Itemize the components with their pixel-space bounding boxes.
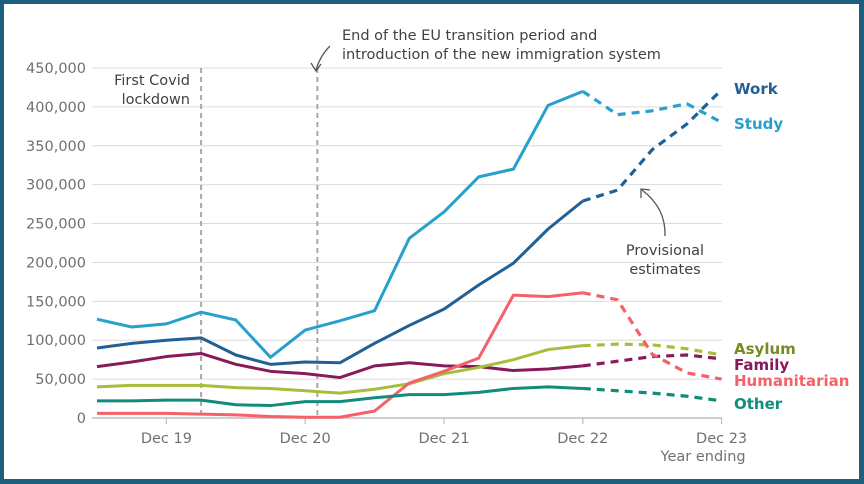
covid-annotation-text: lockdown	[122, 92, 190, 108]
study-series-line	[96, 89, 584, 359]
humanitarian-series-line	[97, 291, 583, 419]
other-series-line	[97, 385, 583, 408]
x-tick-label: Dec 20	[280, 431, 331, 447]
provisional-arrowhead-icon	[640, 188, 651, 198]
covid-annotation-text: First Covid	[114, 73, 190, 89]
y-tick-label: 450,000	[26, 61, 86, 77]
eu-arrowhead-icon	[310, 62, 322, 73]
y-tick-label: 200,000	[26, 255, 86, 271]
y-tick-label: 150,000	[26, 294, 86, 310]
y-tick-label: 350,000	[26, 139, 86, 155]
x-tick-label: Dec 19	[141, 431, 192, 447]
work-label: Work	[734, 80, 779, 98]
family-provisional-line	[582, 353, 722, 368]
x-tick-label: Dec 23	[696, 431, 747, 447]
provisional-annotation-text: Provisional	[626, 243, 704, 259]
y-axis-ticks: 0 50,000 100,000 150,000 200,000 250,000 300,0…	[26, 61, 86, 427]
asylum-provisional-line	[582, 342, 722, 357]
x-axis: Dec 19 Dec 20 Dec 21 Dec 22 Dec 23 Year endin…	[92, 417, 747, 465]
y-tick-label: 50,000	[35, 372, 86, 388]
work-provisional-line	[582, 88, 723, 203]
y-tick-label: 100,000	[26, 333, 86, 349]
x-axis-title: Year ending	[660, 449, 746, 465]
other-label: Other	[734, 395, 783, 413]
study-label: Study	[734, 115, 783, 133]
gridlines	[92, 67, 722, 380]
family-label: Family	[734, 356, 789, 374]
x-tick-label: Dec 21	[418, 431, 469, 447]
provisional-arrow-icon	[641, 189, 666, 237]
y-tick-label: 250,000	[26, 217, 86, 233]
humanitarian-provisional-line	[582, 291, 722, 381]
event-markers	[200, 68, 319, 418]
other-provisional-line	[582, 386, 722, 403]
y-tick-label: 400,000	[26, 100, 86, 116]
study-provisional-line	[581, 90, 723, 124]
provisional-annotation-text: estimates	[629, 262, 700, 278]
annotations: First Covid lockdown End of the EU transit…	[114, 28, 704, 278]
work-series-line	[96, 199, 584, 366]
eu-annotation-text: introduction of the new immigration syst…	[342, 47, 661, 63]
y-tick-label: 0	[77, 411, 86, 427]
series-lines	[96, 88, 723, 419]
humanitarian-label: Humanitarian	[734, 372, 849, 390]
y-tick-label: 300,000	[26, 178, 86, 194]
asylum-series-line	[96, 344, 583, 395]
asylum-label: Asylum	[734, 340, 796, 358]
x-tick-label: Dec 22	[557, 431, 608, 447]
eu-arrow-icon	[315, 45, 331, 71]
family-series-line	[96, 351, 583, 380]
eu-annotation-text: End of the EU transition period and	[342, 28, 597, 44]
